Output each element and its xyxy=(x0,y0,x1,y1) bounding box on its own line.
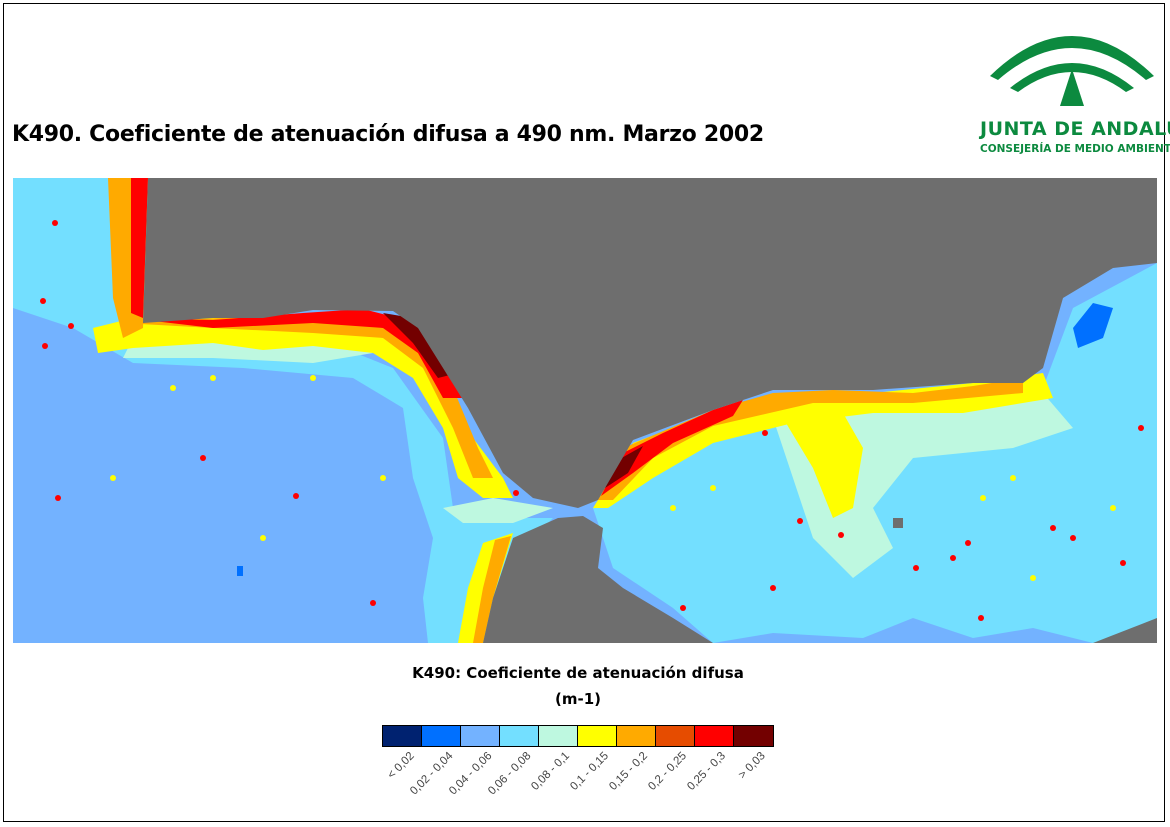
legend-swatch xyxy=(500,726,539,746)
logo-subtitle: CONSEJERÍA DE MEDIO AMBIENTE xyxy=(980,143,1170,155)
page-title: K490. Coeficiente de atenuación difusa a… xyxy=(12,122,764,147)
coastal-band-red-east xyxy=(601,400,743,496)
coastal-band-yellow-east xyxy=(593,373,1053,508)
legend-swatch xyxy=(734,726,773,746)
land-south-east-corner xyxy=(1093,618,1157,643)
legend-swatch xyxy=(656,726,695,746)
legend-unit: (m-1) xyxy=(554,690,601,708)
coastal-band-orange-east xyxy=(598,378,1023,500)
coastal-band-yellow-plume xyxy=(783,413,863,518)
legend-swatch xyxy=(383,726,422,746)
sea-patch-deep-east xyxy=(1073,303,1113,348)
sea-cyan-patch xyxy=(13,178,113,273)
legend-swatch xyxy=(695,726,734,746)
coastal-band-yellow-west xyxy=(93,310,513,498)
junta-andalucia-logo: JUNTA DE ANDALUCIA CONSEJERÍA DE MEDIO A… xyxy=(980,14,1170,164)
land-south xyxy=(483,516,713,643)
legend-swatch xyxy=(539,726,578,746)
land-north xyxy=(143,178,1157,508)
coastal-band-southwest-orange xyxy=(473,536,511,643)
logo-emblem-icon xyxy=(990,36,1154,106)
legend-swatch xyxy=(461,726,500,746)
sea-pale-strait xyxy=(443,498,553,523)
legend-swatch xyxy=(617,726,656,746)
legend-swatch xyxy=(578,726,617,746)
coastal-band-north-red xyxy=(131,178,148,318)
legend-title: K490: Coeficiente de atenuación difusa xyxy=(412,664,744,682)
legend-colorbar xyxy=(382,725,774,747)
hotspot-group xyxy=(40,220,1144,621)
k490-map xyxy=(13,178,1157,643)
hotspot-yellow-group xyxy=(110,375,1116,581)
figure-frame xyxy=(3,3,1165,822)
sea-dot-deep-west xyxy=(237,566,243,576)
logo-title: JUNTA DE ANDALUCIA xyxy=(980,118,1170,140)
legend-swatch xyxy=(422,726,461,746)
land-small-patch xyxy=(893,518,903,528)
coastal-band-dark-east xyxy=(605,446,643,488)
